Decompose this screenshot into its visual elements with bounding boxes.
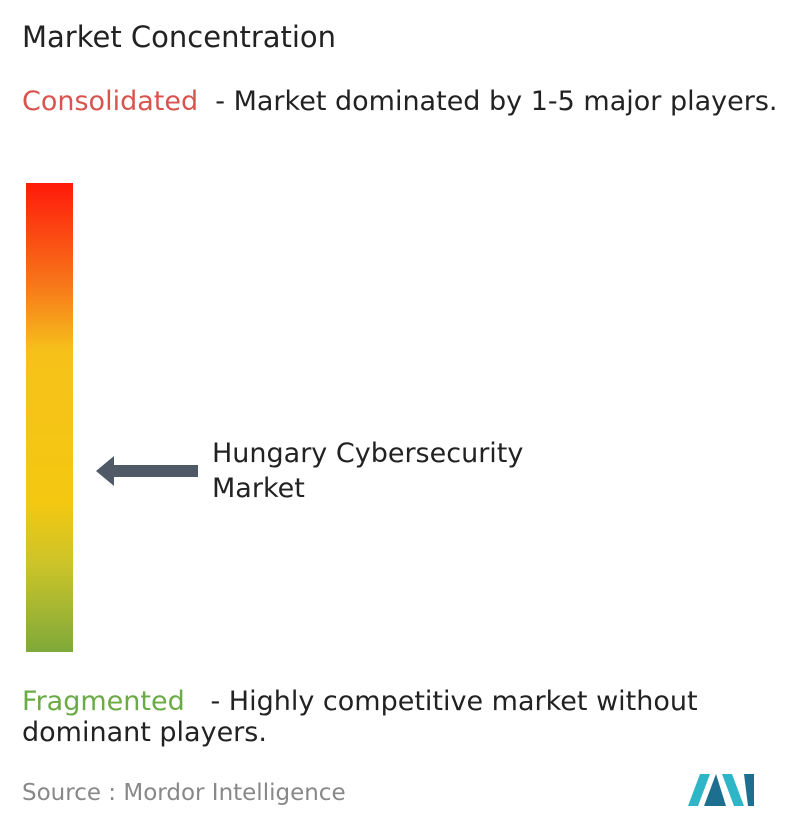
arrow-shaft — [110, 465, 198, 477]
arrow-head — [96, 456, 114, 486]
logo-shape — [744, 774, 754, 806]
logo-shape — [688, 774, 710, 806]
logo-shape — [722, 774, 744, 806]
logo — [688, 774, 754, 806]
source: Source : Mordor Intelligence — [22, 780, 346, 806]
consolidated-legend: Consolidated - Market dominated by 1-5 m… — [22, 86, 782, 117]
market-arrow — [96, 456, 198, 486]
market-label: Hungary Cybersecurity Market — [212, 438, 524, 504]
fragmented-legend: Fragmented - Highly competitive market w… — [22, 686, 792, 748]
consolidated-description: - Market dominated by 1-5 major players. — [215, 86, 778, 117]
concentration-gradient-bar — [26, 183, 73, 652]
title: Market Concentration — [22, 20, 337, 54]
source-name: Mordor Intelligence — [123, 780, 346, 806]
fragmented-label: Fragmented — [22, 686, 185, 717]
fragmented-description: - Highly competitive market without domi… — [22, 686, 698, 748]
source-label: Source : — [22, 780, 117, 806]
consolidated-label: Consolidated — [22, 86, 199, 117]
logo-shape — [704, 774, 726, 806]
